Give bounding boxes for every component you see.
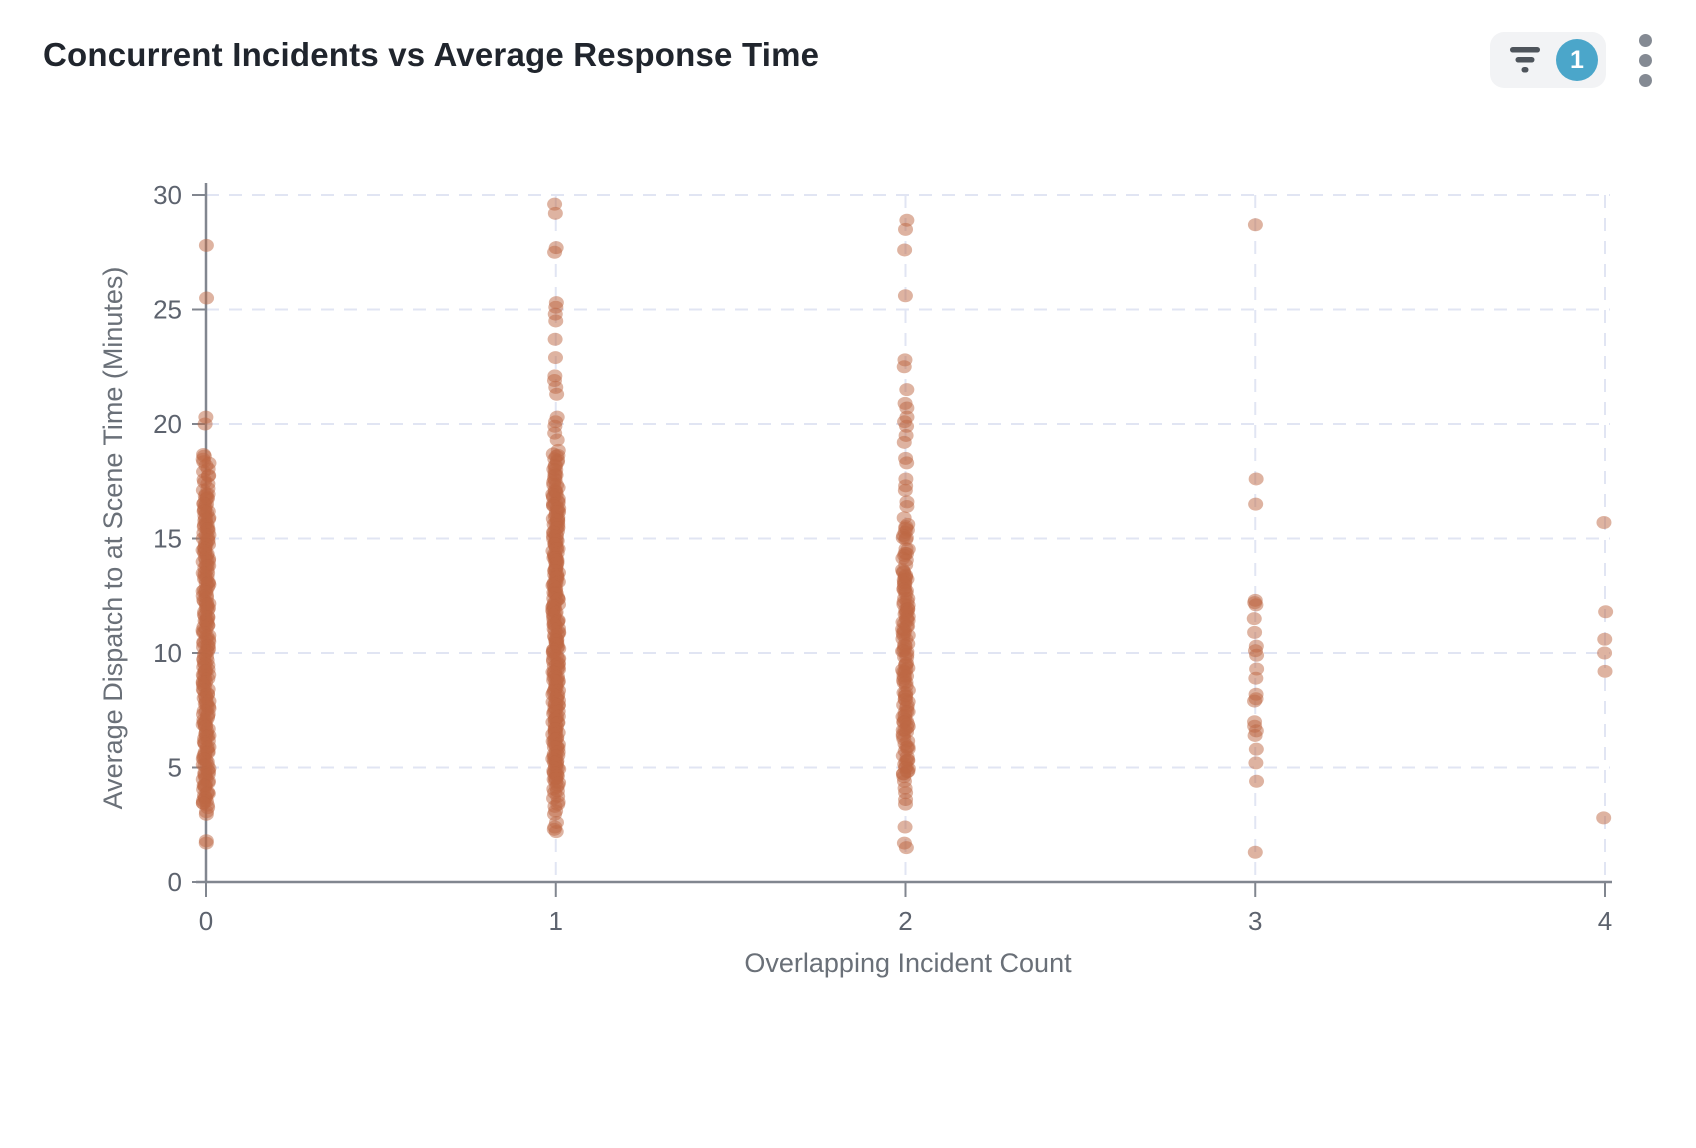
data-point xyxy=(547,206,563,220)
data-point xyxy=(1248,598,1264,612)
data-point xyxy=(899,401,915,415)
data-point xyxy=(897,243,913,257)
data-point xyxy=(198,238,214,252)
data-point xyxy=(899,419,915,433)
data-point xyxy=(1596,811,1612,825)
data-point xyxy=(897,483,913,497)
tick-labels: 0 5 10 15 20 25 30 0 1 2 3 4 xyxy=(153,180,1612,936)
svg-text:20: 20 xyxy=(153,409,182,439)
data-point xyxy=(1248,756,1264,770)
filter-count-badge: 1 xyxy=(1556,39,1598,81)
data-point xyxy=(548,825,564,839)
svg-text:5: 5 xyxy=(168,753,182,783)
data-point xyxy=(1248,671,1264,685)
kebab-dot xyxy=(1638,33,1652,47)
more-options-button[interactable] xyxy=(1630,30,1660,90)
filter-button[interactable]: 1 xyxy=(1490,32,1606,88)
data-point xyxy=(1247,625,1263,639)
svg-text:30: 30 xyxy=(153,180,182,210)
svg-text:1: 1 xyxy=(549,906,563,936)
data-point xyxy=(1597,632,1613,646)
data-point xyxy=(548,314,564,328)
data-point xyxy=(1248,497,1264,511)
data-point xyxy=(1249,648,1265,662)
svg-text:2: 2 xyxy=(898,906,912,936)
chart-title: Concurrent Incidents vs Average Response… xyxy=(43,36,820,73)
data-point xyxy=(197,417,213,431)
svg-text:0: 0 xyxy=(199,906,213,936)
data-point xyxy=(1247,845,1263,859)
data-point xyxy=(1596,515,1612,529)
data-point xyxy=(547,332,563,346)
data-point xyxy=(1597,646,1613,660)
data-point xyxy=(896,435,912,449)
kebab-dot xyxy=(1638,73,1652,87)
data-point xyxy=(198,836,214,850)
data-point xyxy=(199,291,215,305)
data-point xyxy=(1246,612,1262,626)
data-point xyxy=(547,351,563,365)
filter-funnel-icon xyxy=(1510,47,1540,73)
data-point xyxy=(1248,472,1264,486)
kebab-dot xyxy=(1638,53,1652,67)
data-point xyxy=(1247,728,1263,742)
card-header: Concurrent Incidents vs Average Response… xyxy=(0,0,1696,100)
data-point xyxy=(549,433,565,447)
data-points xyxy=(195,197,1614,859)
data-point xyxy=(899,383,915,397)
data-point xyxy=(897,289,913,303)
svg-text:3: 3 xyxy=(1248,906,1262,936)
data-point xyxy=(1247,694,1263,708)
data-point xyxy=(898,841,914,855)
x-axis-title: Overlapping Incident Count xyxy=(744,948,1072,978)
data-point xyxy=(1247,218,1263,232)
svg-text:0: 0 xyxy=(168,867,182,897)
data-point xyxy=(898,797,914,811)
svg-text:25: 25 xyxy=(153,295,182,325)
data-point xyxy=(899,499,915,513)
data-point xyxy=(899,456,915,470)
data-point xyxy=(198,807,214,821)
data-point xyxy=(898,222,914,236)
data-point xyxy=(896,511,912,525)
data-point xyxy=(897,820,913,834)
svg-text:10: 10 xyxy=(153,638,182,668)
data-point xyxy=(1249,774,1265,788)
y-axis-title: Average Dispatch to at Scene Time (Minut… xyxy=(98,267,128,810)
data-point xyxy=(547,245,563,259)
svg-text:15: 15 xyxy=(153,524,182,554)
data-point xyxy=(1597,664,1613,678)
data-point xyxy=(1248,742,1264,756)
svg-text:4: 4 xyxy=(1598,906,1612,936)
data-point xyxy=(1598,605,1614,619)
data-point xyxy=(896,360,912,374)
data-point xyxy=(549,387,565,401)
header-controls: 1 xyxy=(1490,30,1660,90)
